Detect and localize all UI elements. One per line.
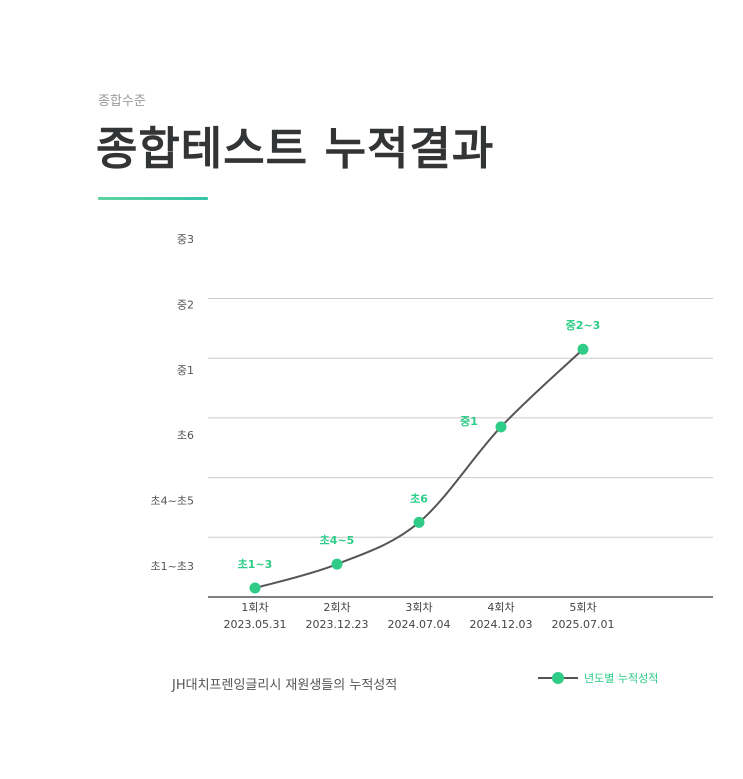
y-tick-label: 중1 <box>177 364 194 377</box>
data-label: 초4~5 <box>320 534 355 547</box>
grid-lines <box>208 298 713 598</box>
legend-marker-icon <box>538 670 578 686</box>
series-line <box>254 348 584 590</box>
chart-title: 종합테스트 누적결과 <box>96 122 495 175</box>
x-tick-date: 2023.05.31 <box>224 618 287 631</box>
x-tick-date: 2024.07.04 <box>388 618 451 631</box>
chart-subtitle: 종합수준 <box>98 94 146 109</box>
x-axis-ticks: 1회차 2023.05.31 2회차 2023.12.23 3회차 2024.07.04 4… <box>224 601 615 631</box>
x-tick-round: 4회차 <box>487 601 514 614</box>
legend-label: 년도별 누적성적 <box>584 672 659 685</box>
x-tick-round: 1회차 <box>241 601 268 614</box>
data-point <box>577 343 589 355</box>
footnote: JH대치프렌잉글리시 재원생들의 누적성적 <box>172 678 398 693</box>
data-point <box>495 421 507 433</box>
x-tick-round: 5회차 <box>569 601 596 614</box>
y-tick-label: 초1~초3 <box>151 560 194 573</box>
y-tick-label: 초6 <box>177 429 194 442</box>
legend: 년도별 누적성적 <box>538 670 658 686</box>
data-point <box>249 582 261 594</box>
data-label: 중2~3 <box>566 319 601 332</box>
title-accent-bar <box>98 197 208 200</box>
x-tick-date: 2023.12.23 <box>306 618 369 631</box>
data-point <box>331 558 343 570</box>
x-tick-round: 3회차 <box>405 601 432 614</box>
series-layer: 초1~3 초4~5 초6 중1 중2~3 <box>238 319 601 594</box>
x-tick-date: 2024.12.03 <box>470 618 533 631</box>
y-axis-ticks: 초1~초3 초4~초5 초6 중1 중2 중3 <box>151 233 194 573</box>
data-label: 초6 <box>410 492 428 505</box>
x-tick-round: 2회차 <box>323 601 350 614</box>
data-label: 중1 <box>460 415 478 428</box>
data-label: 초1~3 <box>238 558 273 571</box>
x-tick-date: 2025.07.01 <box>552 618 615 631</box>
y-tick-label: 중2 <box>177 298 194 311</box>
y-tick-label: 초4~초5 <box>151 495 194 508</box>
data-point <box>413 516 425 528</box>
y-tick-label: 중3 <box>177 233 194 246</box>
